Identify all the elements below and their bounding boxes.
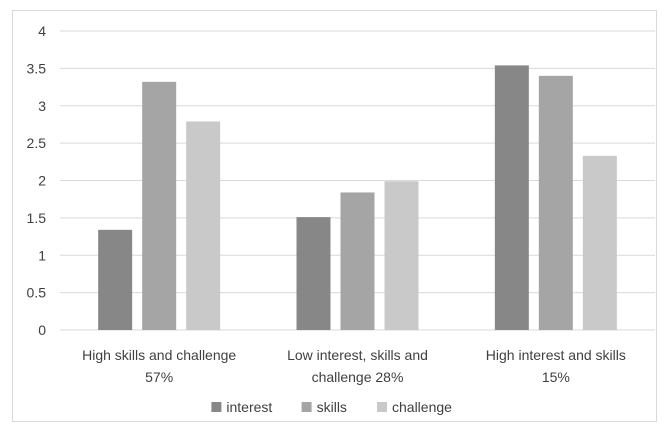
y-tick-label: 1.5: [27, 210, 47, 226]
bar-challenge-2: [582, 155, 617, 330]
x-axis-categories: High skills and challenge 57% Low interest…: [82, 347, 626, 385]
y-tick-label: 3: [38, 98, 46, 114]
x-category-label: Low interest, skills and: [287, 347, 428, 363]
x-category-label: 57%: [145, 369, 173, 385]
legend-swatch-interest: [211, 402, 222, 412]
bars: [98, 65, 617, 330]
bar-interest-2: [494, 65, 529, 330]
bar-challenge-1: [384, 181, 419, 330]
bar-interest-1: [296, 217, 331, 330]
bar-skills-2: [538, 75, 573, 330]
x-category-label: High interest and skills: [486, 347, 626, 363]
legend-label-skills: skills: [317, 399, 347, 415]
bar-skills-0: [142, 81, 177, 330]
x-category-label: challenge 28%: [312, 369, 404, 385]
legend-label-challenge: challenge: [392, 399, 452, 415]
y-tick-label: 0: [38, 322, 46, 338]
y-tick-label: 1: [38, 247, 46, 263]
bar-challenge-0: [186, 121, 221, 330]
legend-swatch-skills: [301, 402, 312, 412]
y-tick-label: 4: [38, 23, 46, 39]
y-tick-label: 0.5: [27, 285, 47, 301]
legend-label-interest: interest: [226, 399, 272, 415]
bar-skills-1: [340, 192, 375, 330]
x-category-label: High skills and challenge: [82, 347, 236, 363]
y-tick-label: 3.5: [27, 60, 47, 76]
legend-swatch-challenge: [377, 402, 387, 412]
legend: interest skills challenge: [211, 399, 452, 415]
bar-interest-0: [98, 229, 133, 330]
y-axis-ticks: 0 0.5 1 1.5 2 2.5 3 3.5 4: [27, 23, 47, 338]
y-tick-label: 2.5: [27, 135, 47, 151]
x-category-label: 15%: [542, 369, 570, 385]
y-tick-label: 2: [38, 173, 46, 189]
